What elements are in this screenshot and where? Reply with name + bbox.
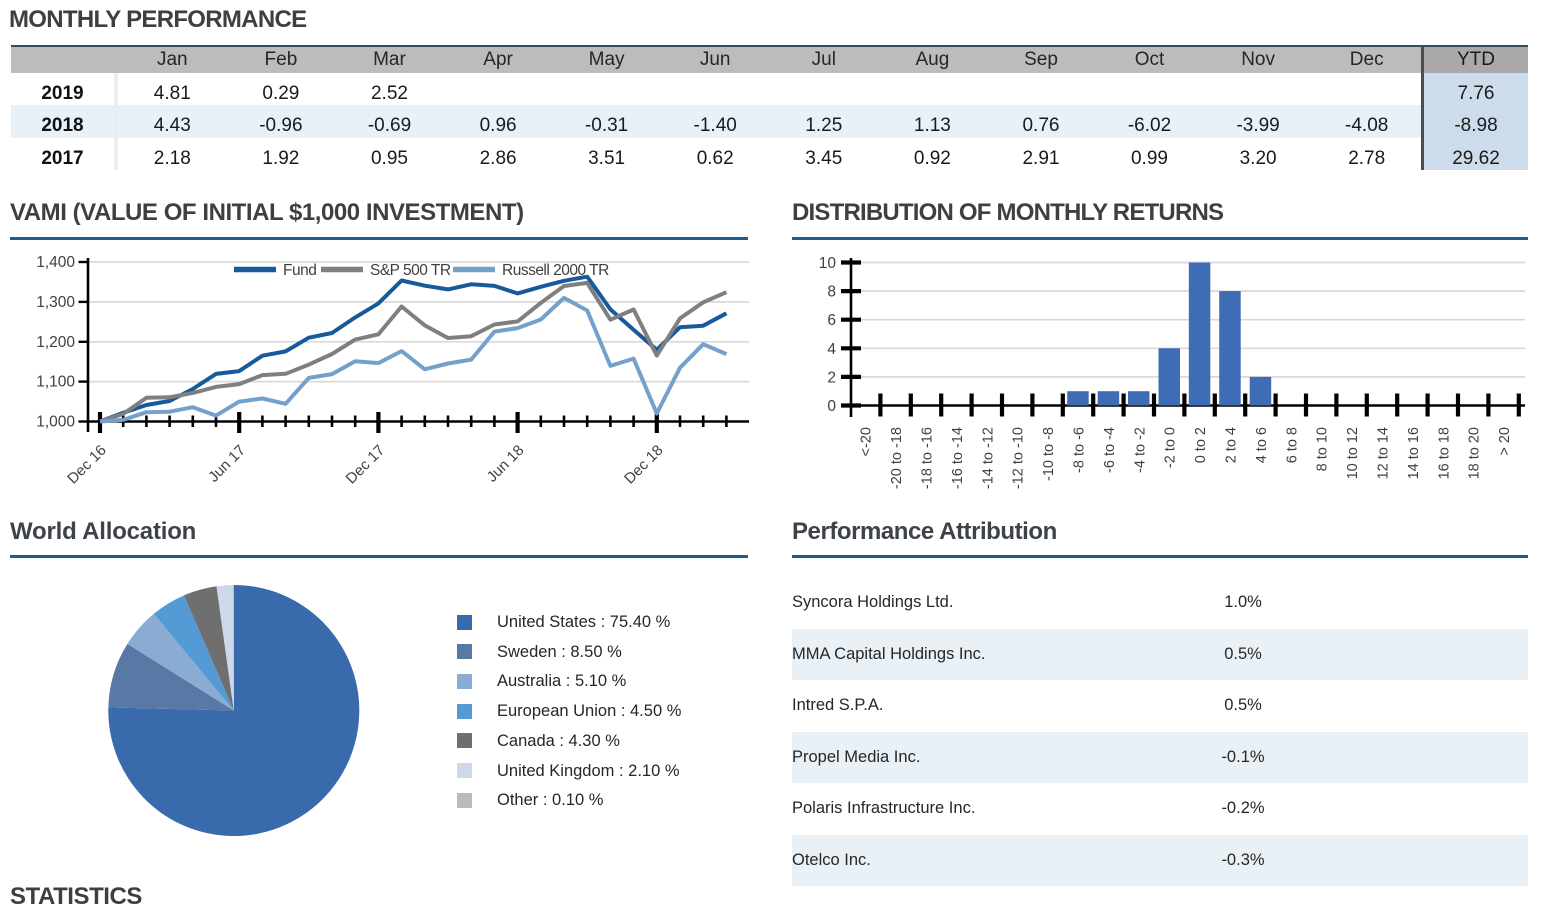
svg-text:Dec 16: Dec 16	[64, 442, 110, 488]
svg-text:0 to 2: 0 to 2	[1193, 427, 1209, 463]
svg-text:-14 to -12: -14 to -12	[980, 427, 996, 489]
svg-text:-20 to -18: -20 to -18	[889, 427, 905, 489]
svg-text:-6 to -4: -6 to -4	[1102, 427, 1118, 473]
svg-text:18 to 20: 18 to 20	[1467, 427, 1483, 479]
svg-text:6 to 8: 6 to 8	[1284, 427, 1300, 463]
svg-text:Jun 17: Jun 17	[205, 442, 249, 486]
svg-text:1,300: 1,300	[36, 294, 75, 311]
svg-text:8 to 10: 8 to 10	[1315, 427, 1331, 471]
svg-text:-4 to -2: -4 to -2	[1132, 427, 1148, 473]
svg-text:Fund: Fund	[283, 262, 316, 279]
svg-text:Dec 18: Dec 18	[621, 442, 667, 488]
svg-text:4 to 6: 4 to 6	[1254, 427, 1270, 463]
svg-text:-18 to -16: -18 to -16	[920, 427, 936, 489]
svg-text:<-20: <-20	[859, 427, 875, 456]
svg-text:2: 2	[827, 369, 836, 386]
svg-text:1,100: 1,100	[36, 374, 75, 391]
svg-text:1,200: 1,200	[36, 334, 75, 351]
svg-text:0: 0	[827, 398, 836, 415]
svg-text:-8 to -6: -8 to -6	[1072, 427, 1088, 473]
svg-text:16 to 18: 16 to 18	[1436, 427, 1452, 479]
svg-text:Dec 17: Dec 17	[343, 442, 389, 488]
svg-text:-16 to -14: -16 to -14	[950, 427, 966, 489]
svg-text:Jun 18: Jun 18	[484, 442, 528, 486]
svg-text:4: 4	[827, 341, 836, 358]
svg-text:12 to 14: 12 to 14	[1376, 427, 1392, 479]
svg-text:-12 to -10: -12 to -10	[1011, 427, 1027, 489]
svg-text:10: 10	[819, 255, 837, 272]
svg-text:2 to 4: 2 to 4	[1224, 427, 1240, 463]
svg-text:> 20: > 20	[1497, 427, 1513, 456]
svg-text:-2 to 0: -2 to 0	[1163, 427, 1179, 468]
svg-text:8: 8	[827, 284, 836, 301]
svg-text:14 to 16: 14 to 16	[1406, 427, 1422, 479]
svg-text:1,400: 1,400	[36, 254, 75, 271]
svg-text:-10 to -8: -10 to -8	[1041, 427, 1057, 481]
svg-text:10 to 12: 10 to 12	[1345, 427, 1361, 479]
svg-text:6: 6	[827, 312, 836, 329]
svg-text:Russell 2000 TR: Russell 2000 TR	[502, 262, 609, 279]
svg-text:1,000: 1,000	[36, 414, 75, 431]
svg-text:S&P 500 TR: S&P 500 TR	[370, 262, 451, 279]
